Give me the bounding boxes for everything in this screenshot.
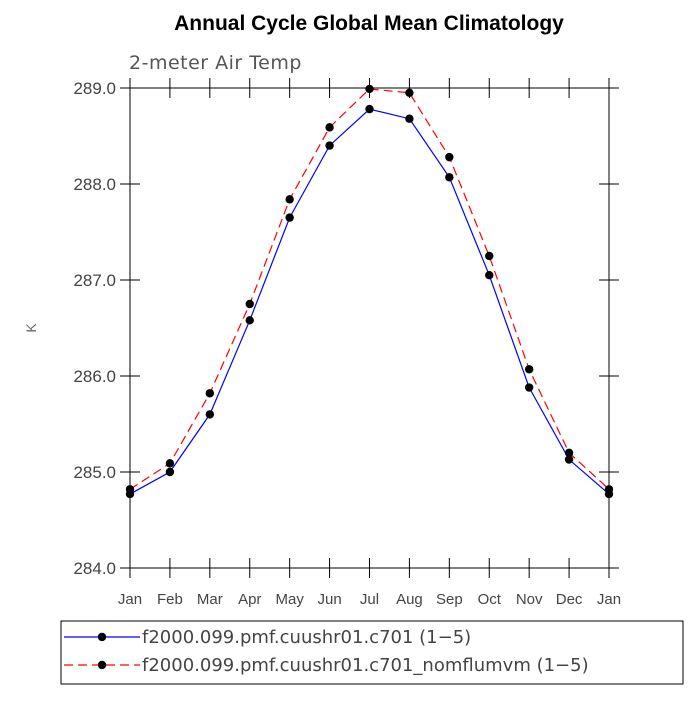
legend-box [60, 620, 684, 685]
data-point-series-0 [325, 141, 334, 150]
y-tick-label: 288.0 [73, 175, 116, 194]
legend-marker-0 [97, 632, 107, 642]
y-tick-label: 287.0 [73, 271, 116, 290]
data-point-series-0 [285, 213, 294, 222]
data-point-series-1 [445, 152, 454, 162]
data-point-series-1 [524, 365, 534, 374]
data-point-series-0 [165, 467, 175, 477]
data-point-series-0 [405, 114, 414, 123]
chart-title: Annual Cycle Global Mean Climatology [174, 12, 564, 35]
x-tick-label: Sep [436, 591, 463, 608]
data-point-series-0 [604, 489, 614, 499]
y-axis-label: K [23, 323, 39, 333]
data-point-series-1 [485, 251, 494, 261]
plot-frame [129, 87, 610, 569]
legend-label-1: f2000.099.pmf.cuushr01.c701_nomflumvm (1… [142, 655, 589, 676]
y-tick-label: 286.0 [73, 367, 116, 386]
chart-subtitle: 2-meter Air Temp [129, 52, 302, 74]
y-ticks: 284.0 285.0 286.0 287.0 288.0 289.0 [73, 79, 619, 578]
data-point-series-1 [405, 88, 414, 98]
x-tick-label: Feb [157, 591, 183, 608]
data-point-series-0 [485, 271, 494, 280]
x-tick-label: Nov [516, 591, 543, 608]
data-point-series-0 [564, 455, 574, 464]
legend-label-0: f2000.099.pmf.cuushr01.c701 (1−5) [142, 627, 471, 648]
data-point-series-0 [445, 173, 454, 182]
data-point-series-0 [245, 316, 254, 325]
data-point-series-1 [564, 448, 574, 457]
x-tick-label: Jul [360, 591, 379, 608]
data-point-series-1 [165, 459, 175, 468]
data-point-series-0 [524, 383, 534, 392]
series-line-1 [129, 88, 610, 490]
x-tick-label: Jun [317, 591, 341, 608]
y-tick-label: 289.0 [73, 79, 116, 98]
x-tick-label: May [275, 591, 304, 608]
x-tick-label: Aug [396, 591, 423, 608]
legend: f2000.099.pmf.cuushr01.c701 (1−5) f2000.0… [64, 627, 589, 676]
data-point-series-0 [365, 104, 374, 114]
y-tick-label: 285.0 [73, 463, 116, 482]
data-point-series-1 [325, 123, 334, 132]
x-tick-label: Mar [197, 591, 223, 608]
x-tick-label: Jan [597, 591, 621, 608]
data-point-series-0 [125, 489, 135, 499]
x-ticks: Jan Feb Mar Apr May Jun Jul Aug Sep Oct Nov Dec Jan [118, 78, 621, 608]
x-tick-label: Dec [556, 591, 583, 608]
y-tick-label: 284.0 [73, 559, 116, 578]
x-tick-label: Oct [478, 591, 502, 608]
data-point-series-1 [365, 84, 374, 94]
x-tick-label: Jan [118, 591, 142, 608]
data-point-series-1 [285, 195, 294, 204]
x-tick-label: Apr [238, 591, 261, 608]
series-line-0 [129, 108, 610, 495]
data-point-series-1 [205, 389, 215, 398]
series-layer [125, 84, 614, 499]
data-point-series-1 [245, 299, 254, 309]
data-point-series-0 [205, 410, 215, 419]
legend-marker-1 [97, 660, 107, 670]
